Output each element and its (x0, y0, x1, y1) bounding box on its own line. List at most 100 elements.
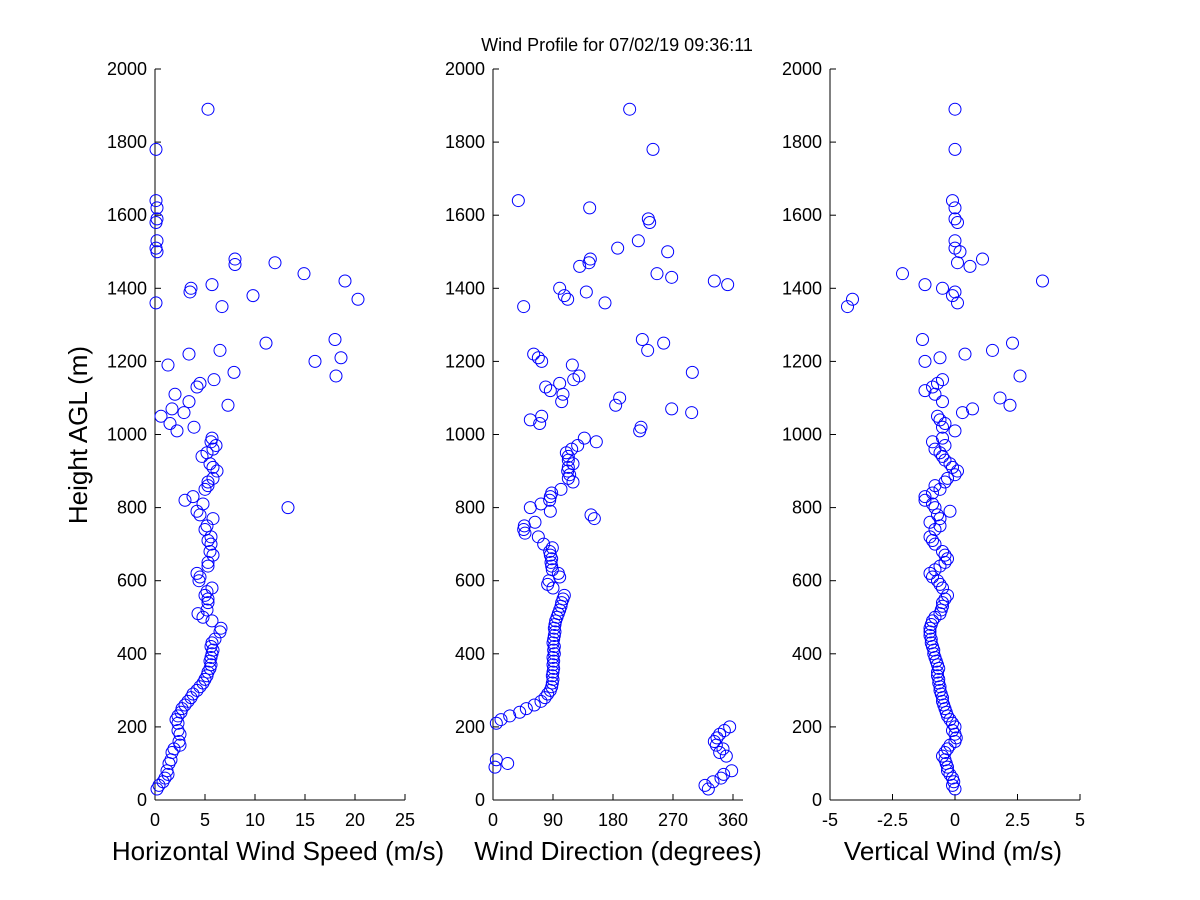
data-point (951, 216, 964, 230)
data-point (206, 643, 220, 657)
data-point (268, 256, 282, 270)
data-point (936, 581, 949, 595)
data-point (587, 512, 601, 526)
data-point (577, 431, 591, 445)
data-point (896, 267, 909, 281)
data-point (948, 142, 962, 156)
data-point (710, 731, 724, 745)
x-tick-label: 0 (150, 810, 160, 830)
y-tick-label: 800 (455, 498, 485, 518)
y-tick-label: 0 (137, 790, 147, 810)
data-point (193, 508, 207, 522)
data-point (598, 296, 612, 310)
data-point (948, 102, 962, 116)
data-point (171, 709, 185, 723)
data-point (200, 603, 214, 617)
data-point (215, 300, 229, 314)
data-point (946, 289, 959, 303)
data-point (539, 380, 553, 394)
y-tick-label: 800 (792, 498, 822, 518)
data-point (916, 332, 929, 346)
data-point (259, 336, 273, 350)
data-point (186, 490, 200, 504)
data-point (203, 457, 217, 471)
data-point (579, 285, 593, 299)
y-tick-label: 1000 (107, 425, 147, 445)
data-point (924, 636, 938, 650)
data-point (561, 292, 575, 306)
data-point (609, 398, 623, 412)
data-point (717, 767, 731, 781)
data-point (149, 142, 163, 156)
data-point (182, 395, 196, 409)
data-point (191, 607, 205, 621)
data-point (207, 373, 221, 387)
data-point (650, 267, 664, 281)
data-point (932, 676, 946, 690)
data-point (948, 727, 962, 741)
y-tick-label: 1200 (107, 351, 147, 371)
data-point (918, 354, 932, 368)
y-tick-label: 400 (455, 644, 485, 664)
x-tick-label: 0 (488, 810, 498, 830)
data-point (661, 245, 675, 259)
data-point (149, 194, 163, 208)
x-axis-label: Wind Direction (degrees) (474, 836, 762, 866)
data-point (948, 234, 962, 248)
data-point (545, 486, 559, 500)
data-point (150, 234, 164, 248)
data-point (938, 702, 952, 716)
y-tick-label: 1800 (107, 132, 147, 152)
data-point (201, 559, 215, 573)
data-point (206, 471, 220, 485)
data-point (936, 431, 949, 445)
x-tick-label: 0 (950, 810, 960, 830)
data-point (719, 749, 733, 763)
data-point (573, 259, 587, 273)
data-point (948, 468, 962, 482)
data-point (205, 636, 219, 650)
data-point (281, 501, 295, 515)
data-point (918, 384, 932, 398)
data-point (566, 475, 580, 489)
data-point (561, 449, 575, 463)
data-point (941, 742, 954, 756)
data-point (221, 398, 235, 412)
y-tick-label: 1400 (445, 278, 485, 298)
x-tick-label: 5 (200, 810, 210, 830)
data-point (583, 252, 597, 266)
data-point (963, 259, 977, 273)
data-point (936, 749, 949, 763)
x-tick-label: 180 (598, 810, 628, 830)
data-point (933, 512, 947, 526)
x-axis-label: Horizontal Wind Speed (m/s) (112, 836, 444, 866)
y-tick-label: 1400 (782, 278, 822, 298)
data-point (948, 720, 962, 734)
data-point (554, 482, 568, 496)
data-point (931, 409, 944, 423)
data-point (541, 687, 555, 701)
data-point (928, 537, 942, 551)
data-point (938, 548, 952, 562)
data-point (178, 493, 192, 507)
data-point (918, 493, 932, 507)
data-point (201, 596, 215, 610)
data-point (329, 369, 343, 383)
data-point (531, 530, 545, 544)
data-point (190, 683, 204, 697)
data-point (169, 713, 183, 727)
y-tick-label: 600 (455, 571, 485, 591)
data-point (941, 588, 954, 602)
data-point (936, 599, 949, 613)
data-point (966, 402, 979, 416)
data-point (725, 764, 739, 778)
y-tick-label: 1200 (782, 351, 822, 371)
data-point (308, 354, 322, 368)
data-point (511, 194, 525, 208)
data-point (206, 512, 220, 526)
data-point (929, 654, 943, 668)
data-point (713, 727, 727, 741)
data-point (583, 201, 597, 215)
data-point (154, 409, 168, 423)
data-point (926, 486, 939, 500)
